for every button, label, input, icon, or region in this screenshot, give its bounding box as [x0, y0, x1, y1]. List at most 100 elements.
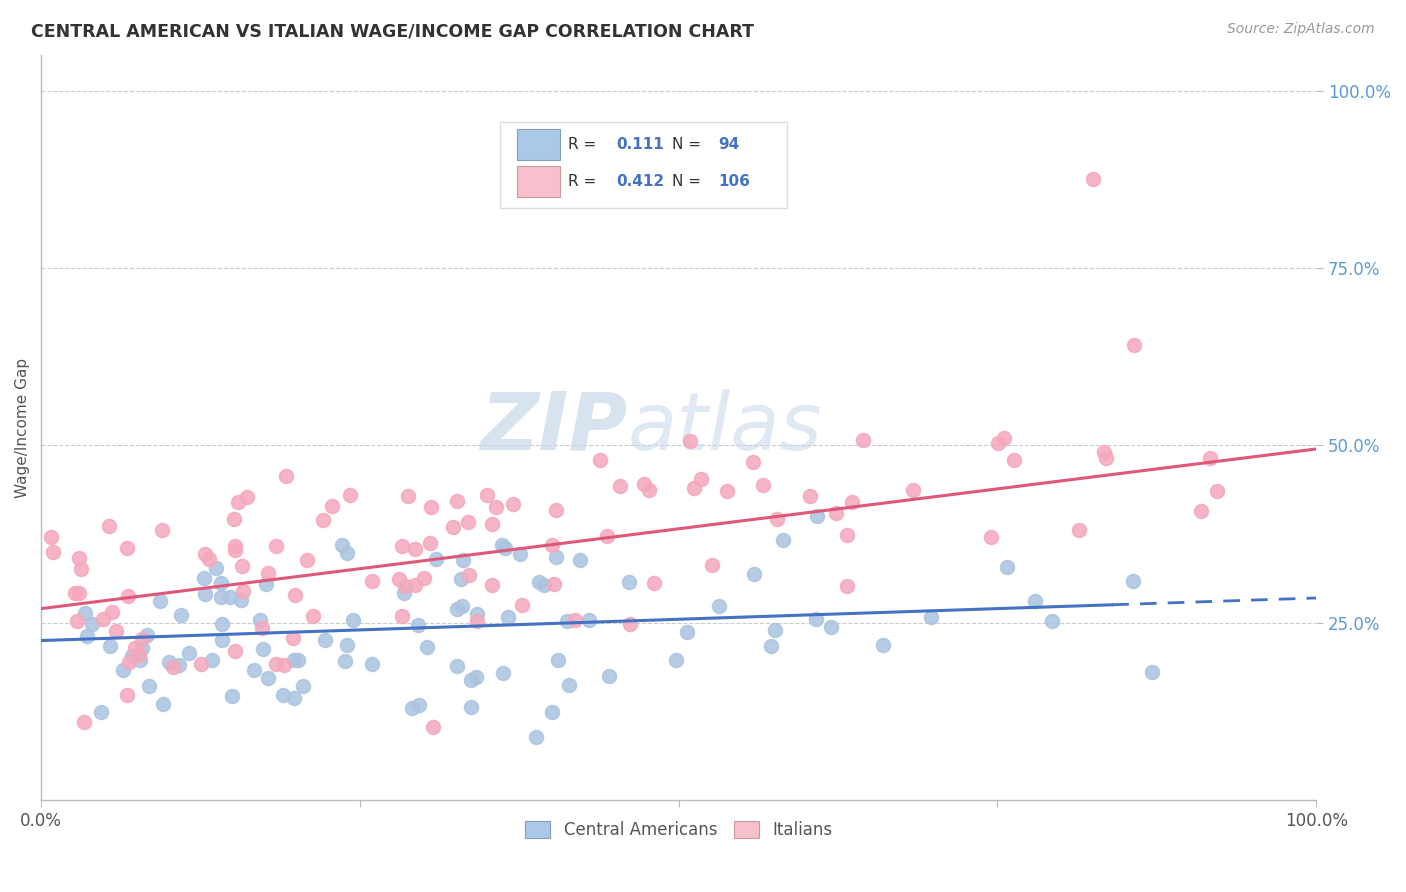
- Point: [683, 481, 706, 495]
- Point: [1140, 665, 1163, 680]
- Y-axis label: Wage/Income Gap: Wage/Income Gap: [15, 358, 30, 498]
- Point: [477, 488, 499, 502]
- Point: [339, 488, 361, 502]
- Point: [412, 571, 434, 585]
- Point: [1199, 451, 1222, 466]
- Point: [460, 673, 482, 688]
- Point: [256, 566, 278, 581]
- Point: [1094, 445, 1116, 459]
- Point: [219, 590, 242, 604]
- Point: [1040, 614, 1063, 628]
- Point: [115, 541, 138, 555]
- Point: [872, 638, 894, 652]
- Point: [73, 714, 96, 729]
- Point: [295, 553, 318, 567]
- Point: [450, 572, 472, 586]
- Point: [388, 573, 411, 587]
- Point: [450, 599, 472, 613]
- Point: [995, 560, 1018, 574]
- Point: [617, 574, 640, 589]
- Point: [224, 543, 246, 558]
- Point: [761, 639, 783, 653]
- Point: [707, 599, 730, 613]
- Point: [633, 476, 655, 491]
- Point: [135, 628, 157, 642]
- Point: [772, 533, 794, 548]
- Point: [336, 638, 359, 652]
- Point: [835, 527, 858, 541]
- Point: [342, 613, 364, 627]
- Point: [65, 586, 87, 600]
- Point: [209, 591, 232, 605]
- Point: [169, 607, 191, 622]
- Point: [637, 483, 659, 497]
- Point: [291, 679, 314, 693]
- Point: [404, 542, 426, 557]
- Point: [679, 434, 702, 449]
- Point: [157, 655, 180, 669]
- Point: [117, 589, 139, 603]
- Text: 0.111: 0.111: [616, 137, 664, 152]
- Point: [676, 625, 699, 640]
- Point: [231, 558, 253, 573]
- Point: [481, 516, 503, 531]
- Point: [804, 612, 827, 626]
- Point: [194, 548, 217, 562]
- Point: [1024, 594, 1046, 608]
- Point: [391, 539, 413, 553]
- Point: [149, 594, 172, 608]
- FancyBboxPatch shape: [501, 122, 787, 208]
- Point: [250, 621, 273, 635]
- Point: [121, 649, 143, 664]
- Point: [467, 614, 489, 628]
- Point: [422, 721, 444, 735]
- Point: [65, 614, 87, 628]
- Point: [716, 484, 738, 499]
- Point: [391, 609, 413, 624]
- Point: [494, 541, 516, 555]
- Point: [540, 705, 562, 719]
- Point: [224, 644, 246, 658]
- Point: [190, 657, 212, 672]
- Point: [1206, 483, 1229, 498]
- Point: [425, 552, 447, 566]
- Point: [138, 679, 160, 693]
- Text: N =: N =: [672, 174, 702, 189]
- Point: [39, 530, 62, 544]
- Point: [274, 468, 297, 483]
- Text: 0.412: 0.412: [616, 174, 664, 189]
- Point: [512, 598, 534, 612]
- Point: [533, 578, 555, 592]
- Point: [481, 578, 503, 592]
- Point: [91, 612, 114, 626]
- Point: [76, 629, 98, 643]
- Point: [993, 431, 1015, 445]
- Point: [281, 631, 304, 645]
- Point: [194, 587, 217, 601]
- Point: [609, 479, 631, 493]
- Point: [742, 567, 765, 582]
- Point: [392, 586, 415, 600]
- Point: [150, 524, 173, 538]
- Point: [901, 483, 924, 497]
- Point: [1081, 172, 1104, 186]
- Point: [980, 530, 1002, 544]
- Point: [75, 607, 97, 621]
- Point: [825, 506, 848, 520]
- Point: [193, 571, 215, 585]
- Point: [1002, 452, 1025, 467]
- Point: [404, 578, 426, 592]
- Point: [232, 584, 254, 599]
- Text: 94: 94: [718, 137, 740, 152]
- Point: [131, 632, 153, 646]
- Point: [643, 576, 665, 591]
- Point: [446, 658, 468, 673]
- Point: [446, 601, 468, 615]
- Point: [460, 699, 482, 714]
- Point: [1123, 338, 1146, 352]
- Point: [124, 641, 146, 656]
- Point: [129, 652, 152, 666]
- Text: R =: R =: [568, 174, 596, 189]
- Point: [321, 499, 343, 513]
- Point: [330, 538, 353, 552]
